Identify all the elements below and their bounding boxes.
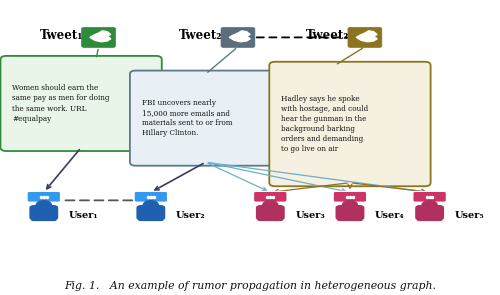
FancyBboxPatch shape: [258, 215, 283, 221]
FancyBboxPatch shape: [415, 205, 444, 220]
Text: User₄: User₄: [375, 211, 404, 219]
FancyBboxPatch shape: [0, 56, 162, 151]
FancyBboxPatch shape: [270, 62, 430, 186]
Circle shape: [144, 201, 158, 210]
FancyBboxPatch shape: [30, 205, 58, 220]
Circle shape: [36, 201, 52, 210]
FancyBboxPatch shape: [138, 215, 164, 221]
Text: User₅: User₅: [454, 211, 484, 219]
Text: Tweet₃: Tweet₃: [306, 30, 349, 42]
Text: Women should earn the
same pay as men for doing
the same work. URL
#equalpay: Women should earn the same pay as men fo…: [12, 84, 110, 123]
Text: Tweet₁: Tweet₁: [40, 30, 83, 42]
FancyBboxPatch shape: [221, 27, 255, 47]
Polygon shape: [90, 31, 111, 42]
Text: User₃: User₃: [295, 211, 325, 219]
FancyBboxPatch shape: [337, 215, 363, 221]
FancyBboxPatch shape: [82, 27, 116, 47]
Text: Hadley says he spoke
with hostage, and could
hear the gunman in the
background b: Hadley says he spoke with hostage, and c…: [282, 95, 368, 153]
Circle shape: [262, 201, 278, 210]
FancyBboxPatch shape: [254, 191, 287, 202]
FancyBboxPatch shape: [348, 27, 382, 47]
FancyBboxPatch shape: [134, 191, 168, 202]
FancyBboxPatch shape: [336, 205, 364, 220]
FancyBboxPatch shape: [130, 71, 282, 166]
FancyBboxPatch shape: [416, 215, 442, 221]
Circle shape: [342, 201, 357, 210]
Text: User₂: User₂: [176, 211, 206, 219]
FancyBboxPatch shape: [334, 191, 366, 202]
FancyBboxPatch shape: [413, 191, 446, 202]
Polygon shape: [356, 31, 377, 42]
Text: Fig. 1.   An example of rumor propagation in heterogeneous graph.: Fig. 1. An example of rumor propagation …: [64, 281, 436, 291]
FancyBboxPatch shape: [136, 205, 166, 220]
Text: User₁: User₁: [68, 211, 98, 219]
Text: FBI uncovers nearly
15,000 more emails and
materials sent to or from
Hillary Cli: FBI uncovers nearly 15,000 more emails a…: [142, 99, 233, 137]
Polygon shape: [230, 31, 250, 42]
FancyBboxPatch shape: [256, 205, 284, 220]
FancyBboxPatch shape: [27, 191, 60, 202]
Text: Tweet₂: Tweet₂: [179, 30, 222, 42]
Circle shape: [422, 201, 437, 210]
FancyBboxPatch shape: [31, 215, 56, 221]
